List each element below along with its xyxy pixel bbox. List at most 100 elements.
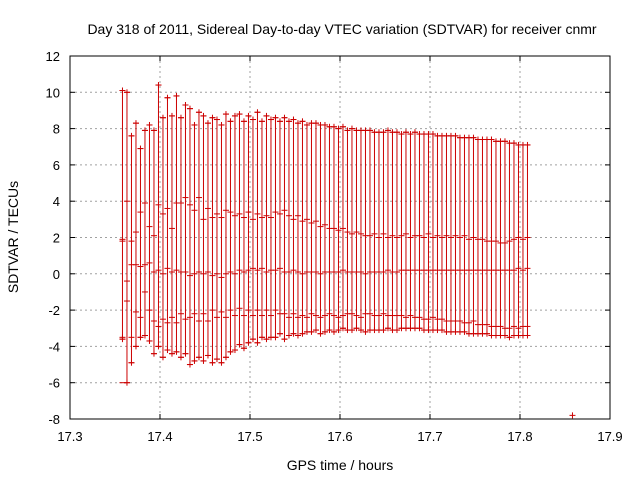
point-upper	[272, 114, 279, 121]
point-lower	[357, 327, 364, 334]
error-bar	[474, 138, 481, 335]
point-upper	[344, 127, 351, 134]
error-bar	[362, 129, 369, 333]
point-upper	[209, 114, 216, 121]
point-lower	[254, 339, 261, 346]
error-bar	[150, 129, 157, 355]
point-upper	[137, 145, 144, 152]
point-lower	[218, 359, 225, 366]
point-lower	[249, 336, 256, 343]
y-tick-label: -8	[48, 412, 60, 427]
y-axis-title: SDTVAR / TECUs	[5, 181, 21, 293]
point-upper	[488, 136, 495, 143]
point-lower	[231, 347, 238, 354]
y-axis-ticks: -8 -6 -4 -2 0 2 4 6 8 10 12	[46, 49, 610, 427]
error-bar	[393, 131, 400, 331]
point-lower	[182, 350, 189, 357]
error-bar	[402, 131, 409, 329]
outlier-point	[569, 412, 576, 419]
point-lower	[240, 345, 247, 352]
error-bar	[357, 129, 364, 331]
error-bar	[164, 97, 171, 351]
point-lower	[299, 330, 306, 337]
data-points	[119, 82, 576, 419]
point-lower	[272, 334, 279, 341]
error-bar	[506, 142, 513, 338]
error-bar	[186, 108, 193, 366]
point-lower	[173, 348, 180, 355]
point-lower	[141, 332, 148, 339]
error-bar	[479, 138, 486, 335]
error-bar	[317, 124, 324, 335]
point-lower	[245, 339, 252, 346]
point-lower	[438, 327, 445, 334]
error-bar	[330, 126, 337, 333]
error-bar	[515, 144, 522, 337]
x-tick-label: 17.9	[597, 429, 622, 444]
point-upper	[204, 120, 211, 127]
point-lower	[321, 328, 328, 335]
point-lower	[227, 348, 234, 355]
point-upper	[128, 132, 135, 139]
point-lower	[236, 341, 243, 348]
point-lower	[380, 327, 387, 334]
error-bar	[191, 124, 198, 362]
error-bar	[290, 119, 297, 335]
error-bar	[299, 120, 306, 335]
error-bar	[407, 133, 414, 329]
point-upper	[213, 116, 220, 123]
error-bar	[497, 140, 504, 337]
point-upper	[510, 140, 517, 147]
point-lower	[191, 357, 198, 364]
point-lower	[285, 332, 292, 339]
error-bar	[303, 124, 310, 333]
error-bar	[335, 128, 342, 331]
point-upper	[155, 82, 162, 89]
error-bar	[272, 117, 279, 338]
point-lower	[204, 352, 211, 359]
error-bar	[470, 137, 477, 335]
point-upper	[119, 87, 126, 94]
point-lower	[348, 327, 355, 334]
error-bar	[294, 122, 301, 337]
point-upper	[407, 131, 414, 138]
error-bar	[146, 124, 153, 342]
error-bar	[254, 111, 261, 344]
x-tick-label: 17.8	[507, 429, 532, 444]
point-upper	[294, 120, 301, 127]
y-tick-label: 0	[53, 267, 60, 282]
error-bar	[276, 120, 283, 335]
x-tick-label: 17.4	[147, 429, 172, 444]
point-upper	[452, 132, 459, 139]
point-lower	[326, 327, 333, 334]
point-lower	[384, 325, 391, 332]
point-upper	[195, 109, 202, 116]
error-bar	[366, 129, 373, 331]
error-bar	[339, 126, 346, 329]
error-bar	[420, 133, 427, 331]
point-lower	[393, 327, 400, 334]
error-bar	[501, 140, 508, 337]
point-upper	[380, 129, 387, 136]
point-lower	[159, 354, 166, 361]
error-bar	[285, 120, 292, 337]
error-bar	[524, 144, 531, 337]
point-upper	[398, 131, 405, 138]
point-upper	[335, 125, 342, 132]
y-tick-label: -4	[48, 339, 60, 354]
point-lower	[501, 332, 508, 339]
error-bar	[141, 129, 148, 337]
error-bar	[281, 117, 288, 340]
y-tick-label: -2	[48, 303, 60, 318]
point-lower	[416, 325, 423, 332]
error-bar	[461, 137, 468, 333]
point-upper	[281, 114, 288, 121]
error-bar	[200, 115, 207, 362]
point-lower	[128, 359, 135, 366]
chart-title: Day 318 of 2011, Sidereal Day-to-day VTE…	[87, 21, 596, 37]
error-bar	[411, 131, 418, 329]
point-upper	[303, 121, 310, 128]
error-bar	[443, 135, 450, 333]
error-bar	[483, 138, 490, 335]
